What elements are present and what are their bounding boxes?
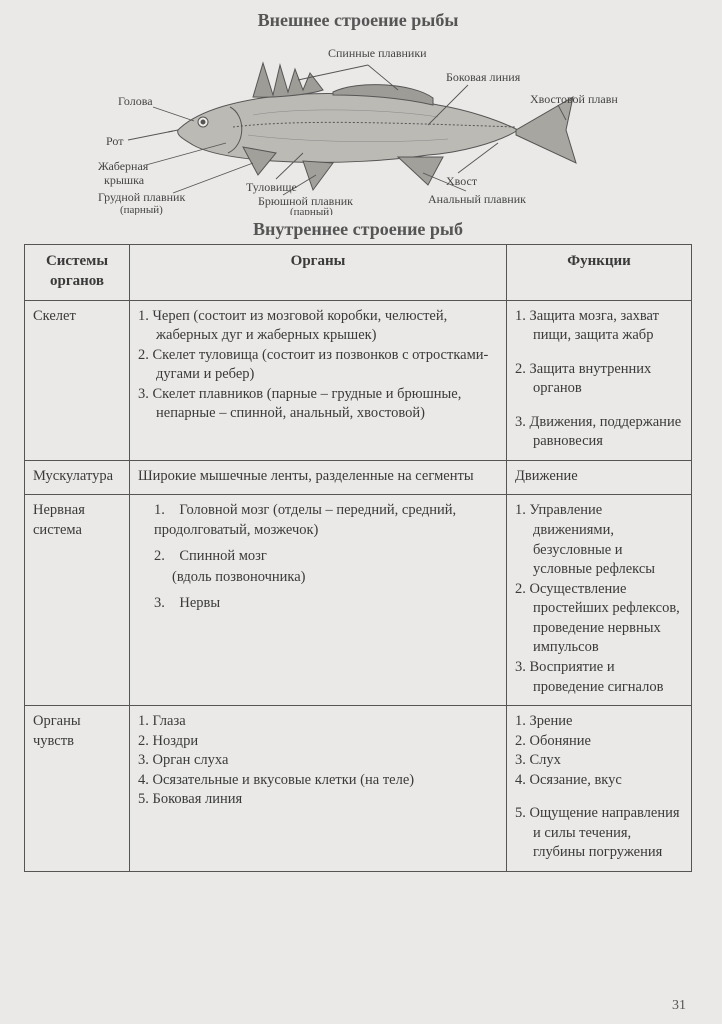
list-item: 2. Скелет туловища (состоит из позвонков…: [138, 346, 498, 385]
list-item: 5. Ощущение направления и силы течения, …: [515, 804, 683, 863]
th-organs: Органы: [130, 245, 507, 301]
list-item: [515, 790, 683, 804]
list-item: 2. Спинной мозг (вдоль позвоночника): [154, 547, 498, 588]
list-item: 3. Слух: [515, 751, 683, 771]
cell-functions: 1. Защита мозга, захват пищи, защита жаб…: [507, 300, 692, 460]
list-item: 3. Скелет плавников (парные – грудные и …: [138, 385, 498, 424]
list-num: 3.: [154, 595, 165, 611]
cell-functions: Движение: [507, 460, 692, 495]
label-tail: Хвост: [446, 174, 478, 188]
label-lateral: Боковая линия: [446, 70, 521, 84]
th-functions: Функции: [507, 245, 692, 301]
cell-organs: Широкие мышечные ленты, разделенные на с…: [130, 460, 507, 495]
list-sub: (вдоль позвоночника): [154, 568, 498, 588]
title-internal: Внутреннее строение рыб: [24, 219, 692, 240]
label-anal: Анальный плавник: [428, 192, 526, 206]
list-item: 1. Зрение: [515, 712, 683, 732]
list-num: 1.: [154, 502, 165, 518]
list-item: 4. Осязание, вкус: [515, 771, 683, 791]
fish-diagram: Голова Рот Жаберная крышка Грудной плавн…: [98, 35, 618, 215]
cell-system: Мускулатура: [25, 460, 130, 495]
table-row: Скелет 1. Череп (состоит из мозговой кор…: [25, 300, 692, 460]
list-item: 1. Защита мозга, захват пищи, защита жаб…: [515, 307, 683, 346]
table-row: Органы чувств 1. Глаза 2. Ноздри 3. Орга…: [25, 706, 692, 872]
cell-system: Нервная система: [25, 495, 130, 706]
label-gill-cover-1: Жаберная: [98, 159, 149, 173]
title-external: Внешнее строение рыбы: [24, 10, 692, 31]
list-item: 2. Обоняние: [515, 732, 683, 752]
list-item: 3. Орган слуха: [138, 751, 498, 771]
label-gill-cover-2: крышка: [104, 173, 145, 187]
label-ventral-2: (парный): [290, 206, 333, 215]
cell-system: Органы чувств: [25, 706, 130, 872]
label-head: Голова: [118, 94, 153, 108]
list-item: 1. Череп (состоит из мозговой коробки, ч…: [138, 307, 498, 346]
list-item: 4. Осязательные и вкусовые клетки (на те…: [138, 771, 498, 791]
list-item: 1. Глаза: [138, 712, 498, 732]
list-item: 3. Движения, поддержание равновесия: [515, 413, 683, 452]
list-text: Нервы: [179, 595, 220, 611]
table-row: Нервная система 1. Головной мозг (отделы…: [25, 495, 692, 706]
list-item: 3. Восприятие и проведение сигналов: [515, 658, 683, 697]
list-item: 3. Нервы: [154, 594, 498, 614]
list-text: Головной мозг (отделы – передний, средни…: [154, 502, 456, 538]
cell-organs: 1. Глаза 2. Ноздри 3. Орган слуха 4. Ося…: [130, 706, 507, 872]
list-item: 1. Головной мозг (отделы – передний, сре…: [154, 501, 498, 540]
list-item: 2. Ноздри: [138, 732, 498, 752]
th-system: Системы органов: [25, 245, 130, 301]
label-mouth: Рот: [106, 134, 124, 148]
list-item: 5. Боковая линия: [138, 790, 498, 810]
page-number: 31: [672, 998, 686, 1014]
table-header-row: Системы органов Органы Функции: [25, 245, 692, 301]
list-item: 2. Осуществление простейших рефлексов, п…: [515, 580, 683, 658]
label-trunk: Туловище: [246, 180, 297, 194]
organs-table: Системы органов Органы Функции Скелет 1.…: [24, 244, 692, 872]
cell-functions: 1. Управление движениями, безусловные и …: [507, 495, 692, 706]
cell-organs: 1. Головной мозг (отделы – передний, сре…: [130, 495, 507, 706]
label-pectoral-2: (парный): [120, 204, 163, 215]
label-tailfin: Хвостовой плавник: [530, 92, 618, 106]
table-row: Мускулатура Широкие мышечные ленты, разд…: [25, 460, 692, 495]
label-dorsal: Спинные плавники: [328, 46, 427, 60]
list-text: Спинной мозг: [179, 548, 266, 564]
label-pectoral-1: Грудной плавник: [98, 190, 185, 204]
cell-system: Скелет: [25, 300, 130, 460]
page: Внешнее строение рыбы: [0, 0, 722, 1024]
list-item: 2. Защита внутренних органов: [515, 360, 683, 399]
cell-functions: 1. Зрение 2. Обоняние 3. Слух 4. Осязани…: [507, 706, 692, 872]
list-num: 2.: [154, 548, 165, 564]
cell-organs: 1. Череп (состоит из мозговой коробки, ч…: [130, 300, 507, 460]
list-item: 1. Управление движениями, безусловные и …: [515, 501, 683, 579]
